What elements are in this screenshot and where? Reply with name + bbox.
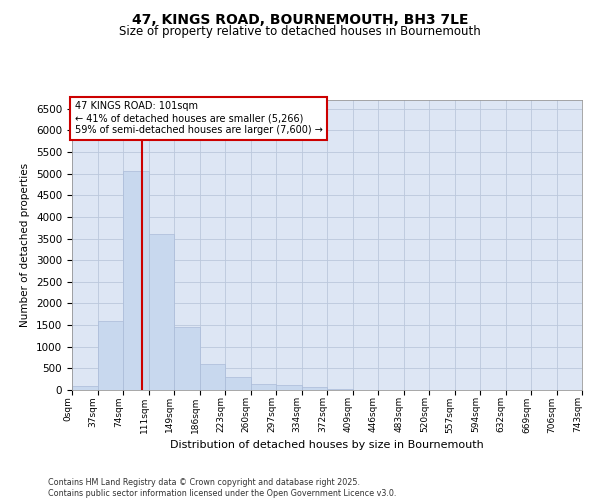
Text: Size of property relative to detached houses in Bournemouth: Size of property relative to detached ho… [119,25,481,38]
Bar [225,377,251,390]
Bar [302,387,327,390]
Text: 47 KINGS ROAD: 101sqm
← 41% of detached houses are smaller (5,266)
59% of semi-d: 47 KINGS ROAD: 101sqm ← 41% of detached … [74,102,322,134]
Text: 47, KINGS ROAD, BOURNEMOUTH, BH3 7LE: 47, KINGS ROAD, BOURNEMOUTH, BH3 7LE [132,12,468,26]
Text: Contains HM Land Registry data © Crown copyright and database right 2025.
Contai: Contains HM Land Registry data © Crown c… [48,478,397,498]
Bar [199,364,225,390]
Y-axis label: Number of detached properties: Number of detached properties [20,163,31,327]
Bar [123,172,149,390]
Bar [97,320,123,390]
Bar [149,234,174,390]
Bar [327,388,353,390]
Bar [276,385,302,390]
Bar [174,327,199,390]
Bar [72,386,97,390]
Bar [251,384,276,390]
X-axis label: Distribution of detached houses by size in Bournemouth: Distribution of detached houses by size … [170,440,484,450]
